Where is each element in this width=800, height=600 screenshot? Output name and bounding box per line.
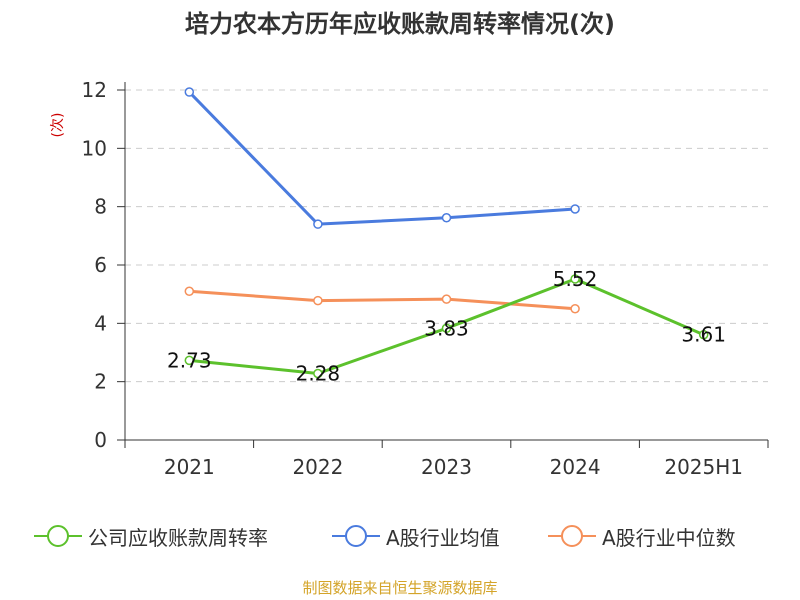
data-point bbox=[184, 286, 195, 296]
data-label: 3.83 bbox=[424, 316, 469, 340]
data-point bbox=[441, 323, 452, 334]
data-point bbox=[441, 213, 452, 223]
y-tick-label: 10 bbox=[82, 136, 107, 160]
legend-item[interactable]: A股行业均值 bbox=[330, 520, 500, 552]
data-label: 5.52 bbox=[553, 267, 598, 291]
chart-title: 培力农本方历年应收账款周转率情况(次) bbox=[185, 10, 615, 38]
x-tick-label: 2023 bbox=[421, 455, 472, 479]
series-line bbox=[188, 90, 576, 226]
x-tick-label: 2024 bbox=[550, 455, 601, 479]
data-point bbox=[313, 219, 323, 229]
data-label: 2.28 bbox=[296, 362, 341, 386]
legend-line-circle-icon bbox=[332, 525, 380, 547]
data-label: 3.61 bbox=[681, 323, 726, 347]
legend-label: A股行业均值 bbox=[386, 525, 500, 550]
legend-item[interactable]: 公司应收账款周转率 bbox=[32, 520, 268, 552]
data-point bbox=[570, 304, 580, 314]
legend-line-circle-icon bbox=[34, 525, 82, 547]
data-point bbox=[313, 295, 323, 306]
data-point bbox=[698, 329, 709, 340]
y-tick-label: 6 bbox=[94, 253, 107, 277]
data-point bbox=[570, 274, 580, 284]
legend-label: 公司应收账款周转率 bbox=[88, 525, 268, 550]
data-point bbox=[184, 87, 195, 97]
x-tick-label: 2022 bbox=[292, 455, 343, 479]
data-point bbox=[441, 294, 452, 304]
legend-label: A股行业中位数 bbox=[602, 525, 736, 550]
y-tick-label: 8 bbox=[94, 195, 107, 219]
data-point bbox=[313, 368, 323, 379]
y-tick-label: 4 bbox=[94, 311, 107, 335]
data-label: 2.73 bbox=[167, 348, 212, 372]
y-axis-unit-label: (次) bbox=[50, 113, 66, 138]
y-tick-label: 12 bbox=[82, 78, 107, 102]
data-point bbox=[184, 355, 195, 366]
source-note: 制图数据来自恒生聚源数据库 bbox=[302, 579, 498, 597]
legend-item[interactable]: A股行业中位数 bbox=[546, 520, 736, 552]
x-tick-label: 2025H1 bbox=[664, 455, 743, 479]
legend: 公司应收账款周转率 A股行业均值 A股行业中位数 bbox=[0, 520, 800, 552]
x-tick-label: 2021 bbox=[164, 455, 215, 479]
y-tick-label: 2 bbox=[94, 370, 107, 394]
data-point bbox=[570, 204, 580, 214]
legend-line-circle-icon bbox=[548, 525, 596, 547]
y-tick-label: 0 bbox=[94, 428, 107, 452]
